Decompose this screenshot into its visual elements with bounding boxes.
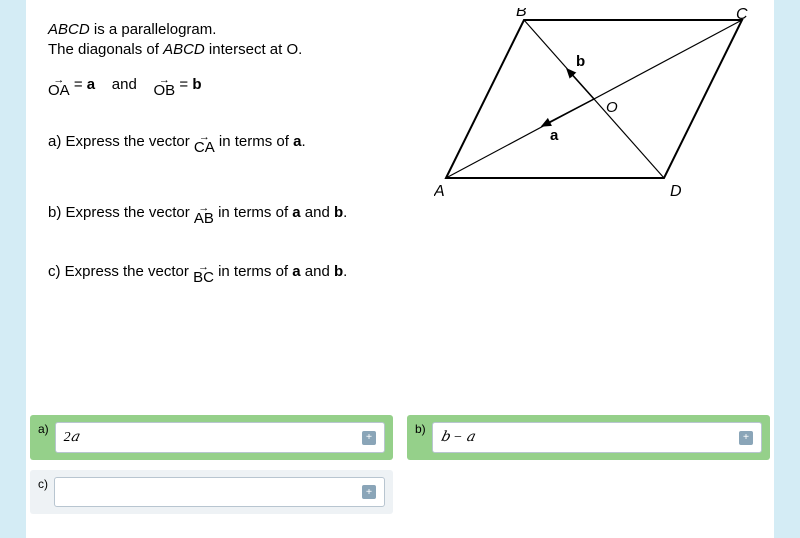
expand-icon[interactable]: + bbox=[362, 431, 376, 445]
answer-a-input[interactable]: 2𝑎 + bbox=[55, 422, 385, 453]
answers-area: a) 2𝑎 + b) 𝑏 − 𝑎 + c) + bbox=[30, 415, 770, 524]
answer-b-box: b) 𝑏 − 𝑎 + bbox=[407, 415, 770, 460]
answer-row-1: a) 2𝑎 + b) 𝑏 − 𝑎 + bbox=[30, 415, 770, 460]
answer-a-box: a) 2𝑎 + bbox=[30, 415, 393, 460]
right-border bbox=[774, 0, 800, 538]
label-A: A bbox=[434, 183, 445, 200]
label-D: D bbox=[670, 183, 682, 200]
parallelogram-diagram: A B C D O a b bbox=[434, 8, 754, 208]
left-border bbox=[0, 0, 26, 538]
answer-row-2: c) + bbox=[30, 470, 770, 514]
label-O: O bbox=[606, 99, 618, 116]
expand-icon[interactable]: + bbox=[739, 431, 753, 445]
question-c: c) Express the vector → BC in terms of a… bbox=[48, 262, 754, 285]
answer-c-label: c) bbox=[38, 477, 48, 491]
answer-b-input[interactable]: 𝑏 − 𝑎 + bbox=[432, 422, 762, 453]
label-a: a bbox=[550, 127, 559, 144]
label-B: B bbox=[516, 8, 527, 20]
answer-c-input[interactable]: + bbox=[54, 477, 385, 507]
answer-b-label: b) bbox=[415, 422, 426, 436]
answer-a-label: a) bbox=[38, 422, 49, 436]
expand-icon[interactable]: + bbox=[362, 485, 376, 499]
label-b: b bbox=[576, 53, 585, 70]
answer-c-box: c) + bbox=[30, 470, 393, 514]
label-C: C bbox=[736, 8, 748, 23]
